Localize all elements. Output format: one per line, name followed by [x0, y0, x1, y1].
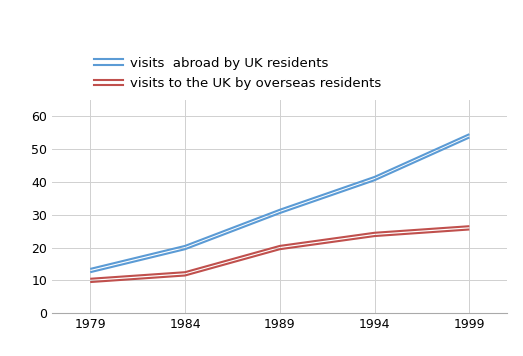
Legend: visits  abroad by UK residents, visits to the UK by overseas residents: visits abroad by UK residents, visits to… — [89, 52, 386, 95]
